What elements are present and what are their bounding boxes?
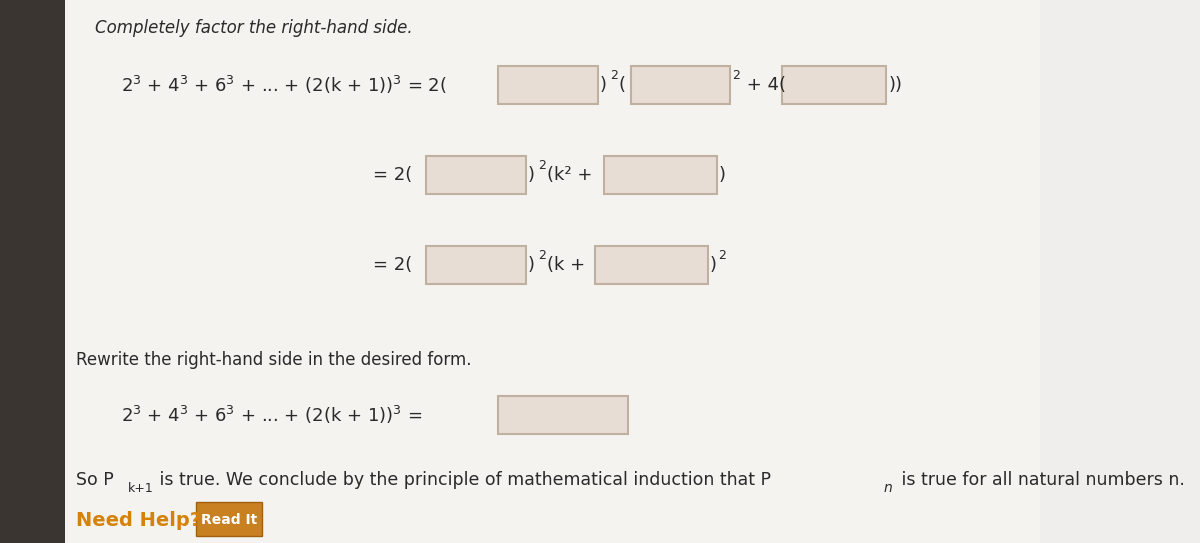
FancyBboxPatch shape <box>604 156 716 194</box>
Text: = 2(: = 2( <box>372 256 412 274</box>
Text: (k +: (k + <box>547 256 584 274</box>
Text: 2: 2 <box>538 159 546 172</box>
Text: ): ) <box>528 256 535 274</box>
Text: 2$^3$ + 4$^3$ + 6$^3$ + ... + (2(k + 1))$^3$ =: 2$^3$ + 4$^3$ + 6$^3$ + ... + (2(k + 1))… <box>121 404 422 426</box>
Text: ): ) <box>600 76 607 94</box>
FancyBboxPatch shape <box>426 246 526 284</box>
FancyBboxPatch shape <box>595 246 708 284</box>
Text: Read It: Read It <box>200 513 257 527</box>
FancyBboxPatch shape <box>65 0 1039 543</box>
Text: ): ) <box>709 256 716 274</box>
Text: 2$^3$ + 4$^3$ + 6$^3$ + ... + (2(k + 1))$^3$ = 2(: 2$^3$ + 4$^3$ + 6$^3$ + ... + (2(k + 1))… <box>121 74 448 96</box>
Text: 2: 2 <box>538 249 546 262</box>
FancyBboxPatch shape <box>0 0 65 543</box>
FancyBboxPatch shape <box>426 156 526 194</box>
Text: Rewrite the right-hand side in the desired form.: Rewrite the right-hand side in the desir… <box>77 351 472 369</box>
Text: k+1: k+1 <box>128 482 154 495</box>
Text: 2: 2 <box>732 68 740 81</box>
FancyBboxPatch shape <box>498 66 598 104</box>
Text: 2: 2 <box>610 68 618 81</box>
Text: = 2(: = 2( <box>372 166 412 184</box>
Text: n: n <box>884 481 893 495</box>
FancyBboxPatch shape <box>631 66 731 104</box>
Text: is true. We conclude by the principle of mathematical induction that P: is true. We conclude by the principle of… <box>155 471 772 489</box>
Text: + 4(: + 4( <box>740 76 786 94</box>
Text: Need Help?: Need Help? <box>77 510 202 529</box>
Text: )): )) <box>888 76 902 94</box>
Text: ): ) <box>719 166 725 184</box>
Text: ): ) <box>528 166 535 184</box>
FancyBboxPatch shape <box>782 66 887 104</box>
Text: (: ( <box>619 76 625 94</box>
Text: 2: 2 <box>719 249 726 262</box>
Text: Completely factor the right-hand side.: Completely factor the right-hand side. <box>95 19 413 37</box>
Text: is true for all natural numbers n.: is true for all natural numbers n. <box>896 471 1184 489</box>
Text: So P: So P <box>77 471 114 489</box>
FancyBboxPatch shape <box>498 396 628 434</box>
FancyBboxPatch shape <box>196 502 262 536</box>
Text: (k² +: (k² + <box>547 166 592 184</box>
